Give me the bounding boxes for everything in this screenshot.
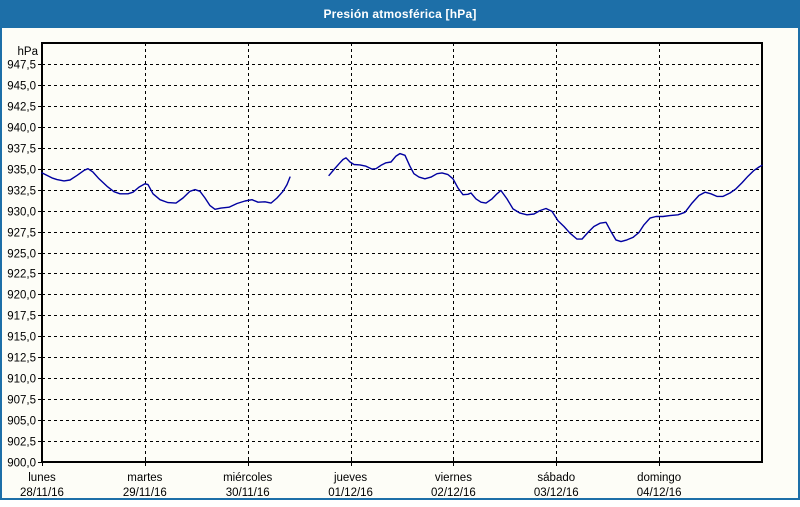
y-tick-label: 935,0 (7, 165, 36, 177)
y-tick-label: 940,0 (7, 123, 36, 135)
x-date-label: 30/11/16 (226, 487, 270, 499)
pressure-series-line (328, 152, 763, 243)
y-tick-label: 942,5 (7, 102, 36, 114)
x-day-label: viernes (435, 472, 472, 484)
y-tick-label: 912,5 (7, 353, 36, 365)
x-day-label: domingo (637, 472, 681, 484)
x-day-label: sábado (537, 472, 575, 484)
y-tick-label: 905,0 (7, 416, 36, 428)
x-day-label: miércoles (223, 472, 272, 484)
y-tick-label: 907,5 (7, 395, 36, 407)
plot-border (41, 42, 763, 463)
pressure-line-chart: 947,5 945,0 942,5 940,0 937,5 935,0 932,5 930,0… (7, 42, 763, 499)
y-tick-label: 947,5 (7, 60, 36, 72)
y-tick-label: 930,0 (7, 207, 36, 219)
y-tick-label: 910,0 (7, 374, 36, 386)
x-day-label: martes (127, 472, 162, 484)
y-tick-label: 932,5 (7, 186, 36, 198)
y-tick-label: 915,0 (7, 332, 36, 344)
x-day-label: lunes (28, 472, 56, 484)
x-date-label: 04/12/16 (637, 487, 682, 499)
chart-area: 947,5 945,0 942,5 940,0 937,5 935,0 932,5 930,0… (2, 28, 800, 502)
y-tick-label: 945,0 (7, 81, 36, 93)
y-tick-label: 902,5 (7, 437, 36, 449)
window-title: Presión atmosférica [hPa] (323, 7, 477, 21)
title-bar: Presión atmosférica [hPa] (2, 2, 798, 28)
x-date-label: 28/11/16 (20, 487, 64, 499)
y-tick-label: 927,5 (7, 228, 36, 240)
pressure-series-line (41, 167, 291, 211)
y-tick-label: 917,5 (7, 311, 36, 323)
x-date-label: 01/12/16 (328, 487, 373, 499)
y-tick-label: 920,0 (7, 290, 36, 302)
x-day-label: jueves (333, 472, 367, 484)
y-tick-label: 922,5 (7, 269, 36, 281)
x-date-label: 03/12/16 (534, 487, 579, 499)
y-axis-unit-label: hPa (18, 46, 39, 58)
x-date-label: 02/12/16 (431, 487, 476, 499)
x-date-label: 29/11/16 (123, 487, 167, 499)
y-tick-label: 925,0 (7, 249, 36, 261)
y-tick-label: 900,0 (7, 458, 36, 470)
y-tick-label: 937,5 (7, 144, 36, 156)
